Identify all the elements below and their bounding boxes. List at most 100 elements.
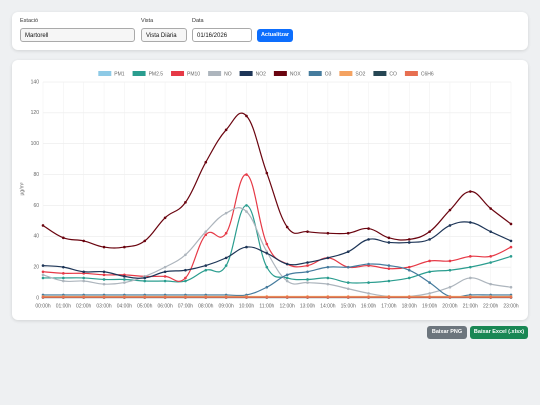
data-point	[184, 295, 187, 299]
data-point	[469, 221, 472, 224]
data-point	[346, 295, 350, 299]
station-label: Estació	[20, 18, 39, 24]
excel-button[interactable]: Baixar Excel (.xlsx)	[470, 326, 528, 339]
series-line	[43, 263, 511, 298]
series-line	[42, 112, 512, 249]
data-point	[163, 295, 167, 299]
legend-label: NO2	[256, 71, 267, 77]
x-tick-label: 20:00h	[442, 303, 458, 309]
y-tick-label: 140	[31, 79, 40, 85]
x-tick-label: 02:00h	[76, 303, 92, 309]
legend-swatch	[404, 71, 418, 76]
data-point	[245, 204, 248, 207]
legend-swatch	[339, 71, 353, 76]
data-point	[204, 268, 208, 272]
legend-swatch	[239, 71, 253, 76]
data-point	[41, 273, 45, 277]
x-tick-label: 01:00h	[56, 303, 72, 309]
data-point	[407, 268, 411, 272]
data-point	[82, 276, 85, 280]
series-line	[42, 207, 512, 298]
x-tick-label: 17:00h	[381, 303, 397, 309]
data-point	[489, 207, 492, 210]
data-point	[123, 278, 126, 281]
data-point	[367, 238, 370, 241]
data-point	[265, 295, 269, 299]
x-tick-label: 04:00h	[117, 303, 133, 309]
data-point	[82, 295, 85, 299]
data-point	[428, 281, 431, 284]
data-point	[407, 295, 411, 299]
date-input[interactable]: 01/16/2026	[192, 28, 252, 42]
data-point	[509, 222, 513, 226]
data-point	[489, 255, 492, 258]
data-point	[428, 259, 431, 263]
x-tick-label: 23:00h	[503, 303, 519, 309]
date-label: Data	[192, 18, 204, 24]
data-point	[224, 295, 228, 299]
data-point	[184, 279, 187, 283]
legend-label: NO	[224, 71, 232, 77]
data-point	[448, 285, 452, 289]
data-point	[102, 282, 106, 286]
view-label: Vista	[141, 18, 154, 24]
data-point	[509, 239, 513, 243]
x-tick-label: 15:00h	[341, 303, 357, 309]
data-point	[82, 279, 85, 283]
data-point	[102, 270, 106, 274]
data-point	[346, 231, 350, 235]
data-point	[62, 236, 65, 240]
data-point	[224, 211, 228, 215]
legend-swatch	[273, 71, 287, 76]
data-point	[143, 295, 147, 299]
data-point	[489, 261, 492, 264]
data-point	[245, 245, 248, 249]
x-tick-label: 22:00h	[483, 303, 499, 309]
x-tick-label: 18:00h	[402, 303, 418, 309]
controls-card: Estació Martorell Vista Vista Diària Dat…	[12, 12, 528, 50]
y-tick-label: 20	[33, 264, 39, 270]
data-point	[245, 114, 248, 118]
data-point	[82, 270, 85, 274]
x-tick-label: 21:00h	[463, 303, 479, 309]
data-point	[387, 279, 391, 283]
data-point	[62, 295, 65, 299]
update-button[interactable]: Actualitzar	[257, 29, 293, 42]
legend-swatch	[308, 71, 322, 76]
x-tick-label: 03:00h	[96, 303, 112, 309]
legend-label: PM10	[187, 71, 200, 77]
x-tick-label: 12:00h	[280, 303, 296, 309]
data-point	[41, 276, 45, 280]
data-point	[123, 275, 126, 278]
data-point	[285, 262, 289, 266]
x-tick-label: 05:00h	[137, 303, 153, 309]
data-point	[204, 233, 208, 237]
data-point	[123, 295, 126, 299]
data-point	[448, 268, 452, 272]
data-point	[123, 245, 126, 249]
data-point	[509, 245, 513, 249]
data-point	[265, 171, 269, 175]
data-point	[224, 256, 228, 260]
data-point	[428, 292, 431, 295]
data-point	[41, 270, 45, 274]
data-point	[41, 224, 45, 227]
data-point	[245, 295, 248, 299]
data-point	[306, 278, 309, 281]
png-button[interactable]: Baixar PNG	[427, 326, 467, 339]
data-point	[102, 245, 106, 249]
data-point	[326, 276, 330, 280]
x-tick-label: 00:00h	[35, 303, 51, 309]
data-point	[306, 264, 309, 267]
data-point	[306, 270, 309, 274]
legend-label: PM2.5	[149, 71, 164, 77]
x-tick-label: 08:00h	[198, 303, 214, 309]
station-select[interactable]: Martorell	[20, 28, 135, 42]
data-point	[489, 295, 492, 299]
data-point	[143, 279, 147, 283]
view-select[interactable]: Vista Diària	[141, 28, 187, 42]
data-point	[285, 295, 289, 299]
chart-card: µg/m³ 0 20 40 60 80 100 120 140 00:00h 01:00h 02:0…	[12, 60, 528, 320]
data-point	[428, 270, 431, 274]
data-point	[448, 259, 452, 263]
